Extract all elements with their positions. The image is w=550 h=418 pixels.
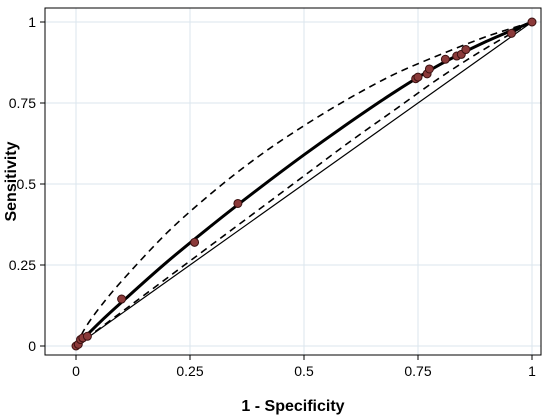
y-tick-label: 0.5 xyxy=(17,176,37,192)
y-axis-title: Sensitivity xyxy=(3,141,20,221)
data-point xyxy=(233,198,243,208)
y-tick-label: 0.75 xyxy=(9,95,36,111)
x-tick-label: 1 xyxy=(528,363,536,379)
x-tick-label: 0.75 xyxy=(404,363,431,379)
x-axis-ticks: 0 0.25 0.5 0.75 1 xyxy=(72,355,536,379)
data-point xyxy=(506,28,516,38)
y-tick-label: 0 xyxy=(28,338,36,354)
reference-line xyxy=(75,21,533,347)
x-tick-label: 0 xyxy=(72,363,80,379)
data-point xyxy=(527,17,537,27)
x-tick-label: 0.25 xyxy=(176,363,203,379)
data-points xyxy=(71,17,537,351)
data-point xyxy=(424,64,434,74)
x-tick-label: 0.5 xyxy=(294,363,314,379)
data-point xyxy=(440,54,450,64)
y-axis-ticks: 0 0.25 0.5 0.75 1 xyxy=(9,14,45,354)
data-point xyxy=(82,331,92,341)
y-tick-label: 1 xyxy=(28,14,36,30)
upper-confidence-band xyxy=(75,21,533,347)
grid-lines xyxy=(45,8,541,355)
data-point xyxy=(190,237,200,247)
plot-frame xyxy=(44,7,542,356)
x-axis-title: 1 - Specificity xyxy=(241,398,344,415)
data-point xyxy=(117,294,127,304)
lower-confidence-band xyxy=(75,21,533,347)
data-point xyxy=(413,72,423,82)
y-tick-label: 0.25 xyxy=(9,257,36,273)
data-point xyxy=(461,45,471,55)
